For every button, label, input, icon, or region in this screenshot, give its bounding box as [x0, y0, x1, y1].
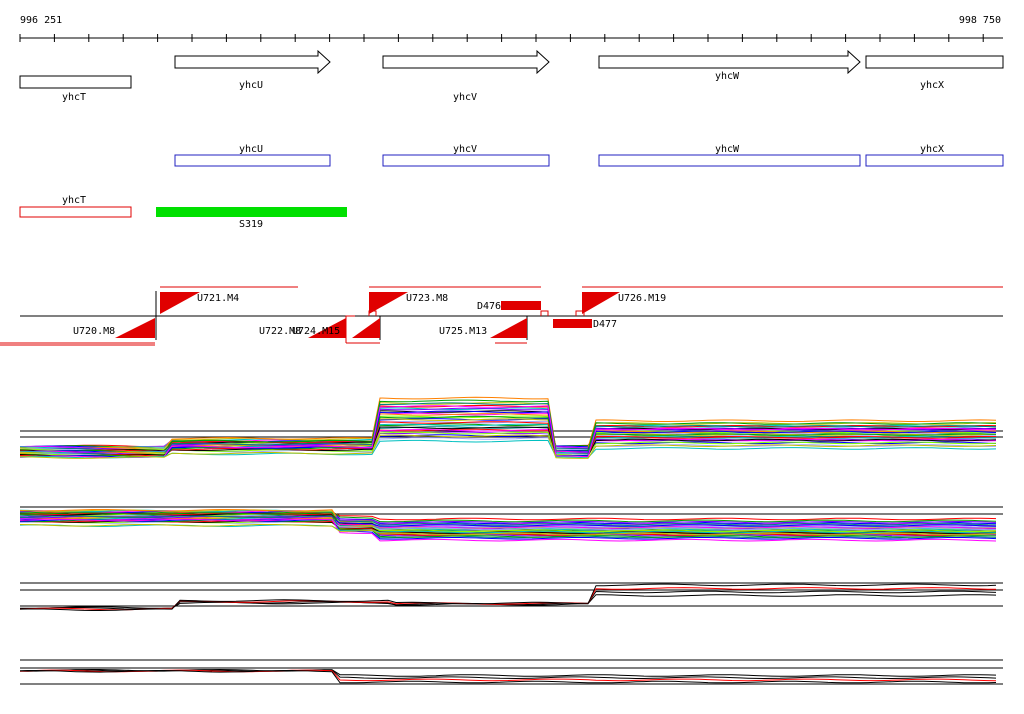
trace	[19, 434, 997, 453]
ruler-end: 998 750	[959, 15, 1001, 26]
gene-box	[865, 55, 1004, 69]
red-gene-box	[19, 206, 132, 218]
trace	[19, 669, 997, 682]
trace	[19, 405, 997, 459]
trace	[19, 434, 997, 459]
gene-label: yhcV	[453, 92, 477, 103]
trace	[19, 519, 997, 540]
gene-label: yhcX	[920, 80, 944, 91]
gene-label: yhcT	[62, 92, 86, 103]
transcript-label: U725.M13	[439, 326, 487, 337]
trace	[19, 669, 997, 680]
cds-box	[382, 154, 550, 167]
trace	[19, 410, 997, 458]
transcript-label: U720.M8	[73, 326, 115, 337]
cds-label: yhcU	[239, 144, 263, 155]
gene-arrow	[382, 49, 550, 75]
trace	[19, 402, 997, 450]
transcript-label: U726.M19	[618, 293, 666, 304]
gene-label: yhcW	[715, 71, 740, 82]
transcript-label: U722.M8	[259, 326, 301, 337]
trace	[19, 519, 997, 538]
trace	[19, 670, 997, 684]
trace	[19, 590, 997, 610]
ruler-ticks	[19, 34, 984, 42]
segment-label: S319	[239, 219, 263, 230]
transcripts: U721.M4 U723.M8 U726.M19 U720.M8 U722.M8…	[0, 286, 1003, 346]
gene-arrow	[174, 49, 331, 75]
trace	[19, 518, 997, 542]
cds-box	[174, 154, 331, 167]
red-gene-label: yhcT	[62, 195, 86, 206]
gene-arrows	[19, 49, 1004, 89]
trace	[19, 583, 997, 611]
cds-box	[865, 154, 1004, 167]
cds-label: yhcV	[453, 144, 477, 155]
transcript-label: U723.M8	[406, 293, 448, 304]
trace	[19, 421, 996, 457]
gene-arrow	[598, 49, 861, 75]
segment-box	[156, 207, 347, 217]
cds-box	[598, 154, 861, 167]
transcript-label: U721.M4	[197, 293, 239, 304]
gene-label: yhcU	[239, 80, 263, 91]
trace	[20, 399, 997, 453]
trace	[19, 524, 997, 536]
trace	[19, 396, 997, 450]
peak-label: D476	[477, 301, 501, 312]
peak-label: D477	[593, 319, 617, 330]
gene-box	[19, 75, 132, 89]
transcript-label: U724.M15	[292, 326, 340, 337]
trace	[19, 511, 997, 521]
cds-label: yhcW	[715, 144, 740, 155]
trace	[19, 402, 997, 456]
cds-label: yhcX	[920, 144, 944, 155]
cds-boxes	[174, 154, 1004, 167]
expression-traces	[19, 396, 1003, 685]
trace	[19, 415, 997, 458]
ruler-start: 996 251	[20, 15, 62, 26]
